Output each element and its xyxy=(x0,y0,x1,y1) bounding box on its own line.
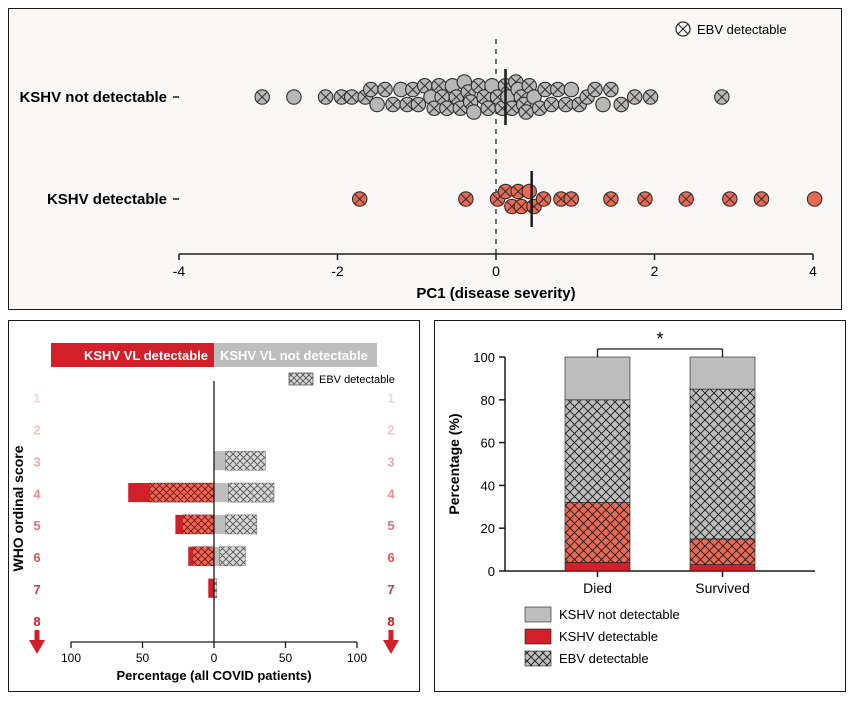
svg-text:0: 0 xyxy=(488,564,495,579)
svg-text:20: 20 xyxy=(481,521,495,536)
svg-text:100: 100 xyxy=(473,350,495,365)
svg-text:*: * xyxy=(656,329,663,349)
svg-text:4: 4 xyxy=(809,263,817,279)
svg-text:50: 50 xyxy=(279,651,293,665)
svg-text:PC1 (disease severity): PC1 (disease severity) xyxy=(416,285,575,302)
svg-text:KSHV not detectable: KSHV not detectable xyxy=(559,607,680,622)
svg-text:2: 2 xyxy=(33,423,40,438)
svg-text:4: 4 xyxy=(33,486,41,501)
svg-text:50: 50 xyxy=(136,651,150,665)
svg-text:8: 8 xyxy=(33,614,40,629)
svg-text:5: 5 xyxy=(33,518,40,533)
svg-text:80: 80 xyxy=(481,393,495,408)
svg-text:6: 6 xyxy=(387,550,394,565)
svg-text:1: 1 xyxy=(387,391,394,406)
svg-text:6: 6 xyxy=(33,550,40,565)
bottom-left-panel: KSHV VL detectable KSHV VL not detectable… xyxy=(8,320,420,692)
svg-text:2: 2 xyxy=(387,423,394,438)
svg-text:KSHV not detectable: KSHV not detectable xyxy=(19,89,167,106)
svg-text:KSHV VL detectable: KSHV VL detectable xyxy=(84,348,208,363)
svg-text:8: 8 xyxy=(387,614,394,629)
diverging-bar-chart: KSHV VL detectable KSHV VL not detectable… xyxy=(9,321,419,691)
svg-text:Percentage (all COVID patients: Percentage (all COVID patients) xyxy=(116,668,311,683)
svg-text:4: 4 xyxy=(387,486,395,501)
top-panel: -4 -2 0 2 4 PC1 (disease severity) EBV detecta… xyxy=(8,8,842,310)
svg-text:3: 3 xyxy=(387,454,394,469)
svg-text:0: 0 xyxy=(211,651,218,665)
svg-text:EBV detectable: EBV detectable xyxy=(319,374,395,386)
svg-text:100: 100 xyxy=(347,651,367,665)
bottom-right-panel: 0 20 40 60 80 100 Percentage (%) Died Survived * K… xyxy=(434,320,846,692)
svg-text:EBV detectable: EBV detectable xyxy=(559,651,649,666)
svg-text:60: 60 xyxy=(481,436,495,451)
svg-text:7: 7 xyxy=(33,582,40,597)
svg-text:7: 7 xyxy=(387,582,394,597)
svg-text:WHO ordinal score: WHO ordinal score xyxy=(10,445,26,571)
svg-text:KSHV detectable: KSHV detectable xyxy=(559,629,658,644)
svg-text:EBV detectable: EBV detectable xyxy=(697,22,787,37)
svg-text:1: 1 xyxy=(33,391,40,406)
svg-text:3: 3 xyxy=(33,454,40,469)
svg-text:40: 40 xyxy=(481,478,495,493)
svg-text:Percentage (%): Percentage (%) xyxy=(446,413,462,514)
svg-text:0: 0 xyxy=(492,263,500,279)
svg-text:100: 100 xyxy=(61,651,81,665)
svg-text:-2: -2 xyxy=(331,263,344,279)
stacked-bar-chart: 0 20 40 60 80 100 Percentage (%) Died Survived * K… xyxy=(435,321,845,691)
scatter-strip-chart: -4 -2 0 2 4 PC1 (disease severity) EBV detecta… xyxy=(9,9,843,309)
svg-text:Died: Died xyxy=(583,580,612,596)
svg-text:2: 2 xyxy=(651,263,659,279)
svg-text:KSHV VL not detectable: KSHV VL not detectable xyxy=(220,348,368,363)
svg-text:KSHV detectable: KSHV detectable xyxy=(47,191,167,208)
svg-text:5: 5 xyxy=(387,518,394,533)
svg-text:Survived: Survived xyxy=(695,580,749,596)
svg-text:-4: -4 xyxy=(173,263,186,279)
